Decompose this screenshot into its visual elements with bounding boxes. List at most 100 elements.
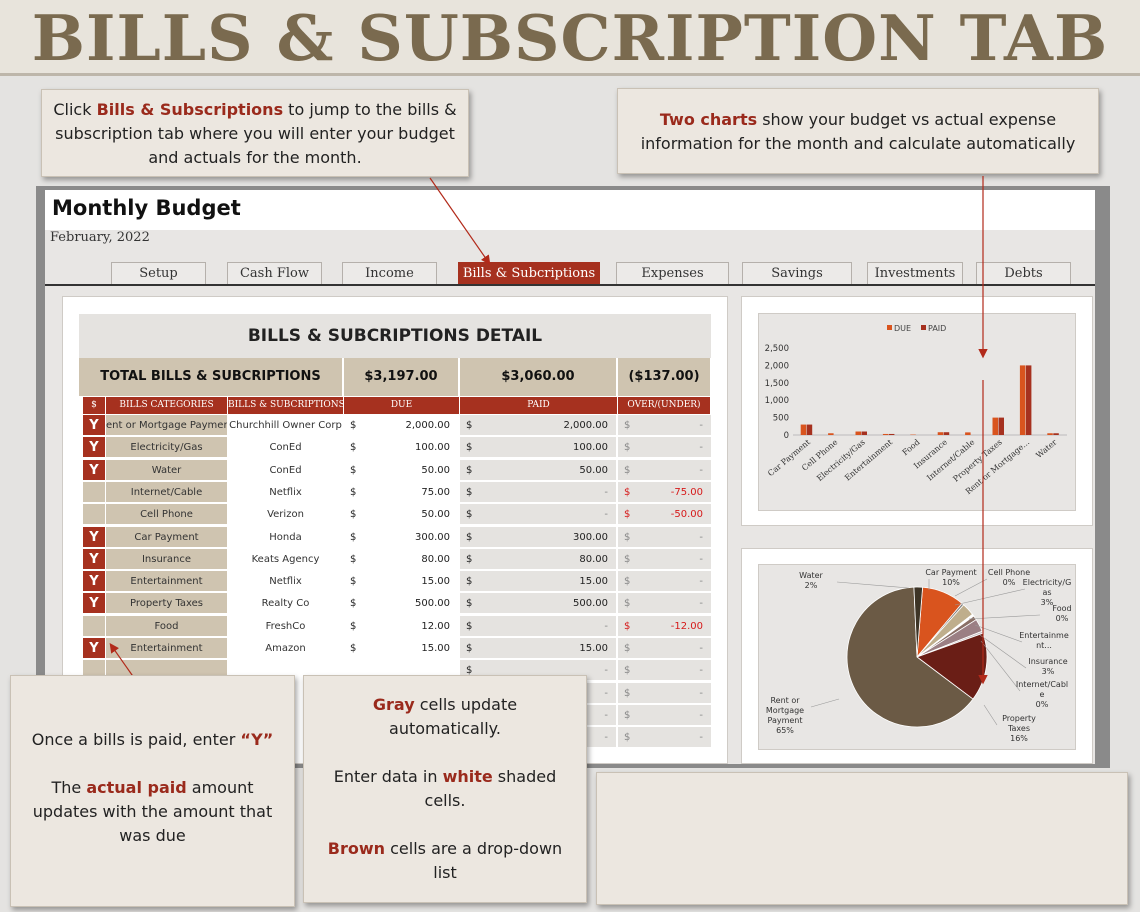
x-tick-label: Entertainment bbox=[843, 437, 895, 482]
category-cell[interactable]: Electricity/Gas bbox=[106, 437, 227, 459]
due-cell[interactable]: $15.00 bbox=[344, 638, 458, 659]
subscription-cell[interactable]: Keats Agency bbox=[228, 548, 343, 570]
subscription-cell[interactable]: Churchhill Owner Corp bbox=[228, 415, 343, 436]
bar-paid bbox=[943, 432, 950, 435]
paid-cell: $2,000.00 bbox=[460, 415, 616, 436]
over-under-amount: - bbox=[699, 709, 703, 721]
paid-flag-cell[interactable] bbox=[83, 504, 105, 526]
bar-due bbox=[1047, 433, 1053, 435]
paid-flag-cell[interactable]: Y bbox=[83, 571, 105, 593]
paid-flag-cell[interactable] bbox=[83, 481, 105, 503]
subscription-cell[interactable]: ConEd bbox=[228, 459, 343, 481]
category-cell[interactable]: Food bbox=[106, 615, 227, 637]
tab-cash-flow[interactable]: Cash Flow bbox=[227, 262, 322, 284]
over-under-amount: - bbox=[699, 442, 703, 454]
paid-cell: $50.00 bbox=[460, 459, 616, 481]
due-cell[interactable]: $500.00 bbox=[344, 593, 458, 615]
over-under-cell: $ - bbox=[618, 437, 711, 459]
paid-cell: $300.00 bbox=[460, 526, 616, 548]
over-under-amount: -12.00 bbox=[670, 620, 703, 632]
due-cell[interactable]: $2,000.00 bbox=[344, 415, 458, 436]
tab-savings[interactable]: Savings bbox=[742, 262, 852, 284]
sheet-date: February, 2022 bbox=[50, 230, 150, 245]
category-cell[interactable]: Car Payment bbox=[106, 526, 227, 548]
due-amount: 75.00 bbox=[421, 486, 450, 498]
category-cell[interactable]: Water bbox=[106, 459, 227, 481]
pie-label: Property bbox=[1002, 714, 1036, 723]
tab-income[interactable]: Income bbox=[342, 262, 437, 284]
currency-symbol: $ bbox=[624, 486, 631, 498]
paid-flag-cell[interactable]: Y bbox=[83, 459, 105, 481]
y-tick-label: 500 bbox=[773, 414, 789, 424]
paid-flag-cell[interactable]: Y bbox=[83, 638, 105, 659]
category-cell[interactable]: ent or Mortgage Paymer bbox=[106, 415, 227, 436]
currency-symbol: $ bbox=[624, 732, 631, 744]
due-cell[interactable]: $80.00 bbox=[344, 548, 458, 570]
bar-paid bbox=[806, 424, 813, 435]
category-cell[interactable]: Internet/Cable bbox=[106, 481, 227, 503]
currency-symbol: $ bbox=[350, 576, 357, 588]
paid-flag-cell[interactable]: Y bbox=[83, 526, 105, 548]
currency-symbol: $ bbox=[624, 620, 631, 632]
subscription-cell[interactable]: Verizon bbox=[228, 504, 343, 526]
due-cell[interactable]: $50.00 bbox=[344, 459, 458, 481]
pie-label: Electricity/G bbox=[1023, 578, 1072, 587]
currency-symbol: $ bbox=[350, 531, 357, 543]
due-cell[interactable]: $75.00 bbox=[344, 481, 458, 503]
header-subscription: BILLS & SUBCRIPTIONS bbox=[228, 397, 344, 414]
tab-debts[interactable]: Debts bbox=[976, 262, 1071, 284]
category-cell[interactable]: Insurance bbox=[106, 548, 227, 570]
paid-flag-cell[interactable] bbox=[83, 615, 105, 637]
category-cell[interactable]: Entertainment bbox=[106, 571, 227, 593]
currency-symbol: $ bbox=[350, 509, 357, 521]
tab-setup[interactable]: Setup bbox=[111, 262, 206, 284]
leader-line bbox=[983, 704, 998, 726]
leader-line bbox=[979, 634, 1027, 669]
subscription-cell[interactable]: ConEd bbox=[228, 437, 343, 459]
subscription-cell[interactable]: FreshCo bbox=[228, 615, 343, 637]
subscription-cell[interactable]: Netflix bbox=[228, 571, 343, 593]
leader-line bbox=[980, 640, 1021, 692]
currency-symbol: $ bbox=[624, 709, 631, 721]
category-cell[interactable]: Entertainment bbox=[106, 638, 227, 659]
currency-symbol: $ bbox=[466, 464, 473, 476]
subscription-cell[interactable]: Amazon bbox=[228, 638, 343, 659]
paid-flag-cell[interactable]: Y bbox=[83, 437, 105, 459]
over-under-amount: - bbox=[699, 464, 703, 476]
tab-expenses[interactable]: Expenses bbox=[616, 262, 729, 284]
tab-bills-subscriptions[interactable]: Bills & Subcriptions bbox=[458, 262, 600, 284]
currency-symbol: $ bbox=[350, 643, 357, 654]
leader-line bbox=[836, 581, 910, 589]
pie-label: Car Payment bbox=[925, 568, 976, 577]
due-amount: 50.00 bbox=[421, 509, 450, 521]
pie-label: Water bbox=[799, 571, 823, 580]
paid-amount: 500.00 bbox=[573, 598, 608, 610]
subscription-cell[interactable]: Honda bbox=[228, 526, 343, 548]
tab-investments[interactable]: Investments bbox=[867, 262, 963, 284]
due-cell[interactable]: $100.00 bbox=[344, 437, 458, 459]
category-cell[interactable]: Cell Phone bbox=[106, 504, 227, 526]
paid-flag-cell[interactable]: Y bbox=[83, 415, 105, 436]
currency-symbol: $ bbox=[624, 531, 631, 543]
paid-amount: 300.00 bbox=[573, 531, 608, 543]
leader-line bbox=[954, 588, 1026, 606]
callout-bills-tab: Click Bills & Subscriptions to jump to t… bbox=[41, 89, 469, 177]
callout-highlight: Bills & Subscriptions bbox=[96, 100, 284, 119]
currency-symbol: $ bbox=[466, 598, 473, 610]
paid-flag-cell[interactable]: Y bbox=[83, 593, 105, 615]
bar-due bbox=[855, 431, 861, 435]
due-cell[interactable]: $50.00 bbox=[344, 504, 458, 526]
currency-symbol: $ bbox=[466, 665, 473, 677]
due-cell[interactable]: $12.00 bbox=[344, 615, 458, 637]
pie-label: Internet/Cabl bbox=[1016, 680, 1068, 689]
category-cell[interactable]: Property Taxes bbox=[106, 593, 227, 615]
banner: BILLS & SUBSCRIPTION TAB bbox=[0, 0, 1140, 76]
due-cell[interactable]: $300.00 bbox=[344, 526, 458, 548]
due-cell[interactable]: $15.00 bbox=[344, 571, 458, 593]
subscription-cell[interactable]: Netflix bbox=[228, 481, 343, 503]
paid-flag-cell[interactable]: Y bbox=[83, 548, 105, 570]
subscription-cell[interactable]: Realty Co bbox=[228, 593, 343, 615]
paid-amount: 15.00 bbox=[579, 576, 608, 588]
header-paid: PAID bbox=[460, 397, 618, 414]
pie-label: 16% bbox=[1010, 734, 1028, 743]
